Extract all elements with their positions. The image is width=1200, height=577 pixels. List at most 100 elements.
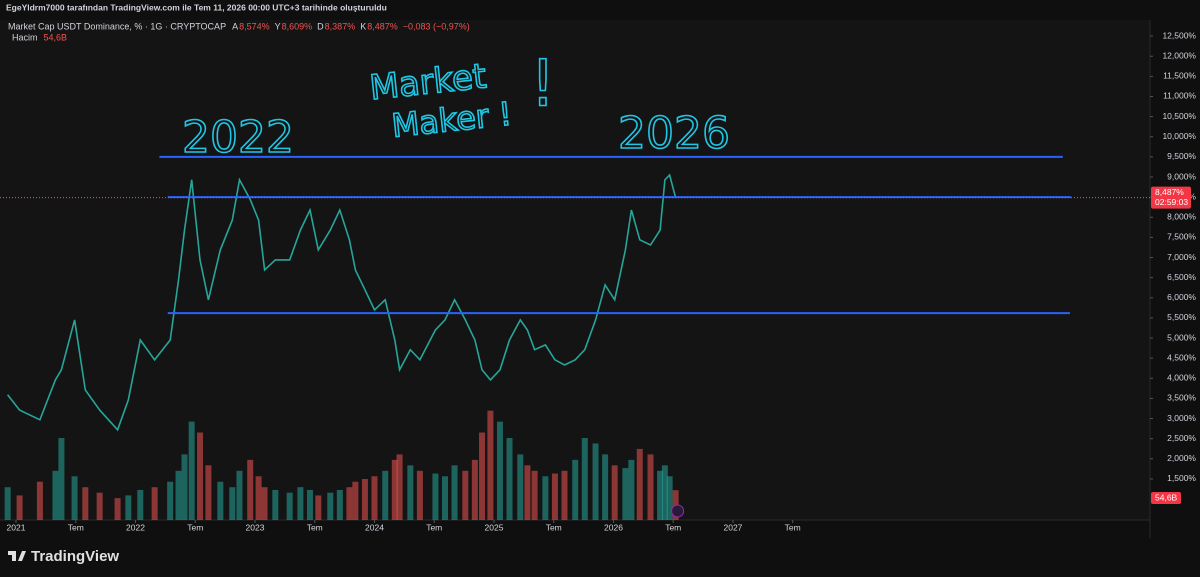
volume-bar [306, 489, 313, 520]
volume-bar [628, 459, 635, 520]
y-tick-label: 11,000% [1163, 91, 1196, 101]
volume-bar [581, 438, 588, 520]
volume-bar [4, 487, 11, 520]
x-tick-label: Tem [665, 522, 681, 532]
volume-legend-value: 54,6B [44, 32, 68, 42]
volume-bar [36, 481, 43, 520]
volume-bar [336, 489, 343, 520]
logo: TradingView [8, 548, 119, 565]
volume-bar [236, 470, 243, 520]
volume-bar [352, 481, 359, 520]
volume-bar [137, 489, 144, 520]
x-tick-label: 2022 [126, 522, 145, 532]
legend-text: Y [275, 21, 281, 31]
volume-bar [82, 487, 89, 520]
y-tick-label: 3,000% [1167, 413, 1196, 423]
volume-bar [531, 470, 538, 520]
legend-text: −0,083 (−0,97%) [403, 21, 470, 31]
volume-bar [611, 465, 618, 520]
last-volume-box [1151, 492, 1181, 504]
volume-bar [496, 421, 503, 520]
y-tick-label: 7,000% [1167, 252, 1196, 262]
logo-text: TradingView [31, 548, 119, 565]
annotation: ! [530, 48, 556, 122]
y-tick-label: 7,500% [1167, 232, 1196, 242]
volume-bar [517, 454, 524, 520]
volume-bar [572, 459, 579, 520]
volume-bar [125, 495, 132, 520]
y-tick-label: 2,500% [1167, 433, 1196, 443]
x-tick-label: Tem [785, 522, 801, 532]
volume-bar [286, 492, 293, 520]
last-volume-label: 54,6B [1155, 492, 1178, 502]
y-tick-label: 2,000% [1167, 453, 1196, 463]
volume-bar [396, 454, 403, 520]
volume-bar [16, 495, 23, 520]
annotation: 2022 [182, 112, 294, 163]
volume-bar [524, 465, 531, 520]
legend-text: A [232, 21, 238, 31]
y-tick-label: 12,500% [1162, 30, 1196, 40]
y-tick-label: 8,000% [1167, 212, 1196, 222]
replay-icon [671, 504, 685, 518]
x-tick-label: 2024 [365, 522, 384, 532]
x-tick-label: 2026 [604, 522, 623, 532]
annotation: 2026 [618, 108, 730, 159]
caption: EgeYldrm7000 tarafından TradingView.com … [6, 2, 387, 12]
legend-text: Market Cap USDT Dominance, % · 1G · CRYP… [8, 21, 226, 31]
volume-bar [602, 454, 609, 520]
volume-bar [229, 487, 236, 520]
volume-bar [52, 470, 59, 520]
volume-bar [371, 476, 378, 520]
volume-bar [441, 476, 448, 520]
x-tick-label: 2027 [724, 522, 743, 532]
volume-bar [167, 481, 174, 520]
volume-bar [416, 470, 423, 520]
y-tick-label: 10,000% [1162, 131, 1196, 141]
price-line [6, 173, 677, 432]
y-tick-label: 10,500% [1162, 111, 1196, 121]
legend-text: 8,609% [282, 21, 313, 31]
volume-bar [462, 470, 469, 520]
legend-text: K [360, 21, 366, 31]
volume-bar [542, 476, 549, 520]
last-price-label: 8,487% [1155, 187, 1184, 197]
y-tick-label: 9,500% [1167, 151, 1196, 161]
volume-bar [346, 487, 353, 520]
volume-bar [622, 468, 629, 520]
volume-bar [272, 489, 279, 520]
y-tick-label: 1,500% [1167, 473, 1196, 483]
volume-bar [205, 465, 212, 520]
legend: Market Cap USDT Dominance, % · 1G · CRYP… [8, 21, 470, 42]
x-tick-label: Tem [546, 522, 562, 532]
x-tick-label: 2023 [246, 522, 265, 532]
x-tick-label: Tem [68, 522, 84, 532]
volume-bar [255, 476, 262, 520]
volume-bar [151, 487, 158, 520]
last-price-box [1151, 186, 1191, 209]
y-tick-label: 12,000% [1162, 50, 1196, 60]
y-tick-label: 9,000% [1167, 171, 1196, 181]
volume-bar [247, 459, 254, 520]
volume-bar [361, 479, 368, 520]
y-tick-label: 6,000% [1167, 292, 1196, 302]
legend-text: D [317, 21, 324, 31]
y-tick-label: 5,000% [1167, 332, 1196, 342]
volume-bar [297, 487, 304, 520]
plot: 1,500% 2,000% 2,500% 3,000% 3,500% 4,000% 4,50… [0, 30, 1196, 532]
volume-bar [315, 495, 322, 520]
volume-bar [71, 476, 78, 520]
volume-bar [661, 465, 668, 520]
volume-bar [561, 470, 568, 520]
volume-bar [592, 443, 599, 520]
volume-bar [636, 448, 643, 520]
volume-bar [114, 498, 121, 520]
volume-bar [181, 454, 188, 520]
volume-bar [382, 470, 389, 520]
x-tick-label: 2025 [485, 522, 504, 532]
volume-bar [188, 421, 195, 520]
volume-bar [487, 410, 494, 520]
volume-legend-title: Hacim [12, 32, 38, 42]
